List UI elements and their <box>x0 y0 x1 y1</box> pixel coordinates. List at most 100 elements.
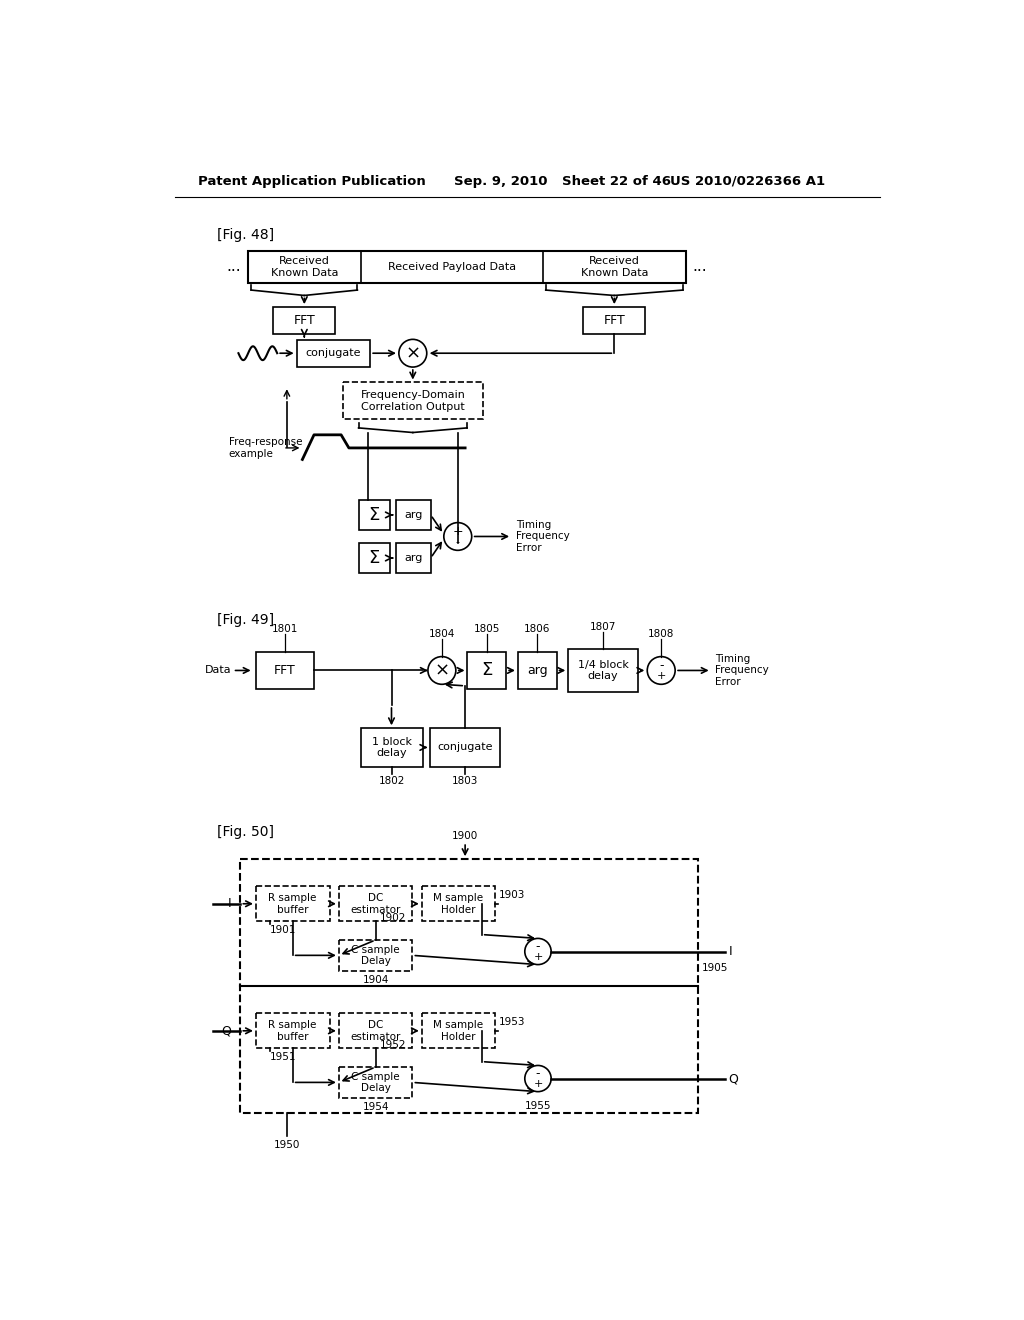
Text: [Fig. 48]: [Fig. 48] <box>217 228 274 243</box>
Bar <box>297 339 371 367</box>
Bar <box>339 940 413 970</box>
Circle shape <box>428 656 456 684</box>
Text: Timing
Frequency
Error: Timing Frequency Error <box>716 653 769 686</box>
Bar <box>339 1067 413 1098</box>
Text: R sample
buffer: R sample buffer <box>268 1020 316 1041</box>
Bar <box>430 729 500 767</box>
Text: Received
Known Data: Received Known Data <box>270 256 338 277</box>
Text: Timing
Frequency
Error: Timing Frequency Error <box>516 520 569 553</box>
Text: Sheet 22 of 46: Sheet 22 of 46 <box>562 176 671 187</box>
Bar <box>584 308 645 334</box>
Circle shape <box>399 339 427 367</box>
Text: arg: arg <box>404 510 422 520</box>
Text: 1954: 1954 <box>362 1102 389 1111</box>
Text: C sample
Delay: C sample Delay <box>351 945 400 966</box>
Text: 1905: 1905 <box>701 964 728 973</box>
Text: DC
estimator: DC estimator <box>350 1020 400 1041</box>
Circle shape <box>443 523 472 550</box>
Bar <box>273 308 335 334</box>
Text: I: I <box>227 898 231 911</box>
Circle shape <box>647 656 675 684</box>
Text: 1900: 1900 <box>452 832 478 841</box>
Text: US 2010/0226366 A1: US 2010/0226366 A1 <box>671 176 825 187</box>
Bar <box>248 251 686 284</box>
Text: 1951: 1951 <box>270 1052 296 1063</box>
Text: Data: Data <box>205 665 231 676</box>
Text: 1/4 block
delay: 1/4 block delay <box>578 660 629 681</box>
Bar <box>339 887 413 921</box>
Text: [Fig. 49]: [Fig. 49] <box>217 614 274 627</box>
Text: 1953: 1953 <box>500 1016 525 1027</box>
Text: Received Payload Data: Received Payload Data <box>387 261 516 272</box>
Circle shape <box>525 939 551 965</box>
Bar <box>256 1014 330 1048</box>
Text: 1 block
delay: 1 block delay <box>372 737 412 758</box>
Text: -: - <box>536 1067 541 1080</box>
Text: DC
estimator: DC estimator <box>350 892 400 915</box>
Bar <box>339 1014 413 1048</box>
Bar <box>395 544 431 573</box>
Text: 1950: 1950 <box>273 1140 300 1150</box>
Text: 1808: 1808 <box>648 628 675 639</box>
Bar <box>358 500 389 529</box>
Text: FFT: FFT <box>603 314 626 327</box>
Bar <box>422 887 496 921</box>
Text: Q: Q <box>729 1072 738 1085</box>
Text: FFT: FFT <box>274 664 296 677</box>
Bar <box>358 544 389 573</box>
Text: Σ: Σ <box>369 506 380 524</box>
Text: 1802: 1802 <box>378 776 404 785</box>
Text: -: - <box>456 537 460 546</box>
Text: 1952: 1952 <box>380 1040 406 1049</box>
Bar <box>467 652 506 689</box>
Bar <box>241 859 697 1113</box>
Text: Patent Application Publication: Patent Application Publication <box>198 176 426 187</box>
Bar <box>256 652 314 689</box>
Text: 1805: 1805 <box>474 624 500 635</box>
Text: Sep. 9, 2010: Sep. 9, 2010 <box>454 176 547 187</box>
Text: 1806: 1806 <box>524 624 550 635</box>
Bar <box>518 652 557 689</box>
Text: Frequency-Domain
Correlation Output: Frequency-Domain Correlation Output <box>360 391 465 412</box>
Text: +: + <box>534 952 543 962</box>
Text: 1804: 1804 <box>429 628 455 639</box>
Text: 1903: 1903 <box>500 890 525 899</box>
Text: Received
Known Data: Received Known Data <box>581 256 648 277</box>
Text: -: - <box>536 940 541 953</box>
Text: Σ: Σ <box>369 549 380 568</box>
Circle shape <box>525 1065 551 1092</box>
Text: +: + <box>453 525 463 539</box>
Text: Σ: Σ <box>481 661 493 680</box>
Text: 1807: 1807 <box>590 622 616 631</box>
Text: Freq-response
example: Freq-response example <box>228 437 302 459</box>
Text: -: - <box>659 659 664 672</box>
Bar <box>568 649 638 692</box>
Text: 1803: 1803 <box>452 776 478 785</box>
Bar <box>256 887 330 921</box>
Text: FFT: FFT <box>294 314 315 327</box>
Text: ×: × <box>434 661 450 680</box>
Text: +: + <box>534 1078 543 1089</box>
Text: conjugate: conjugate <box>305 348 361 358</box>
Text: Q: Q <box>221 1024 231 1038</box>
Text: +: + <box>656 671 666 681</box>
Text: conjugate: conjugate <box>437 742 493 752</box>
Text: 1904: 1904 <box>362 974 389 985</box>
Text: 1955: 1955 <box>524 1101 551 1111</box>
Bar <box>360 729 423 767</box>
Text: ...: ... <box>227 260 242 275</box>
Bar <box>343 383 482 420</box>
Text: ...: ... <box>692 260 708 275</box>
Text: 1801: 1801 <box>271 624 298 635</box>
Bar <box>422 1014 496 1048</box>
Text: M sample
Holder: M sample Holder <box>433 892 483 915</box>
Text: 1901: 1901 <box>270 925 296 935</box>
Text: arg: arg <box>527 664 548 677</box>
Text: ×: × <box>406 345 421 362</box>
Text: 1902: 1902 <box>380 913 406 923</box>
Bar <box>395 500 431 529</box>
Text: C sample
Delay: C sample Delay <box>351 1072 400 1093</box>
Text: M sample
Holder: M sample Holder <box>433 1020 483 1041</box>
Text: I: I <box>729 945 732 958</box>
Text: arg: arg <box>404 553 422 564</box>
